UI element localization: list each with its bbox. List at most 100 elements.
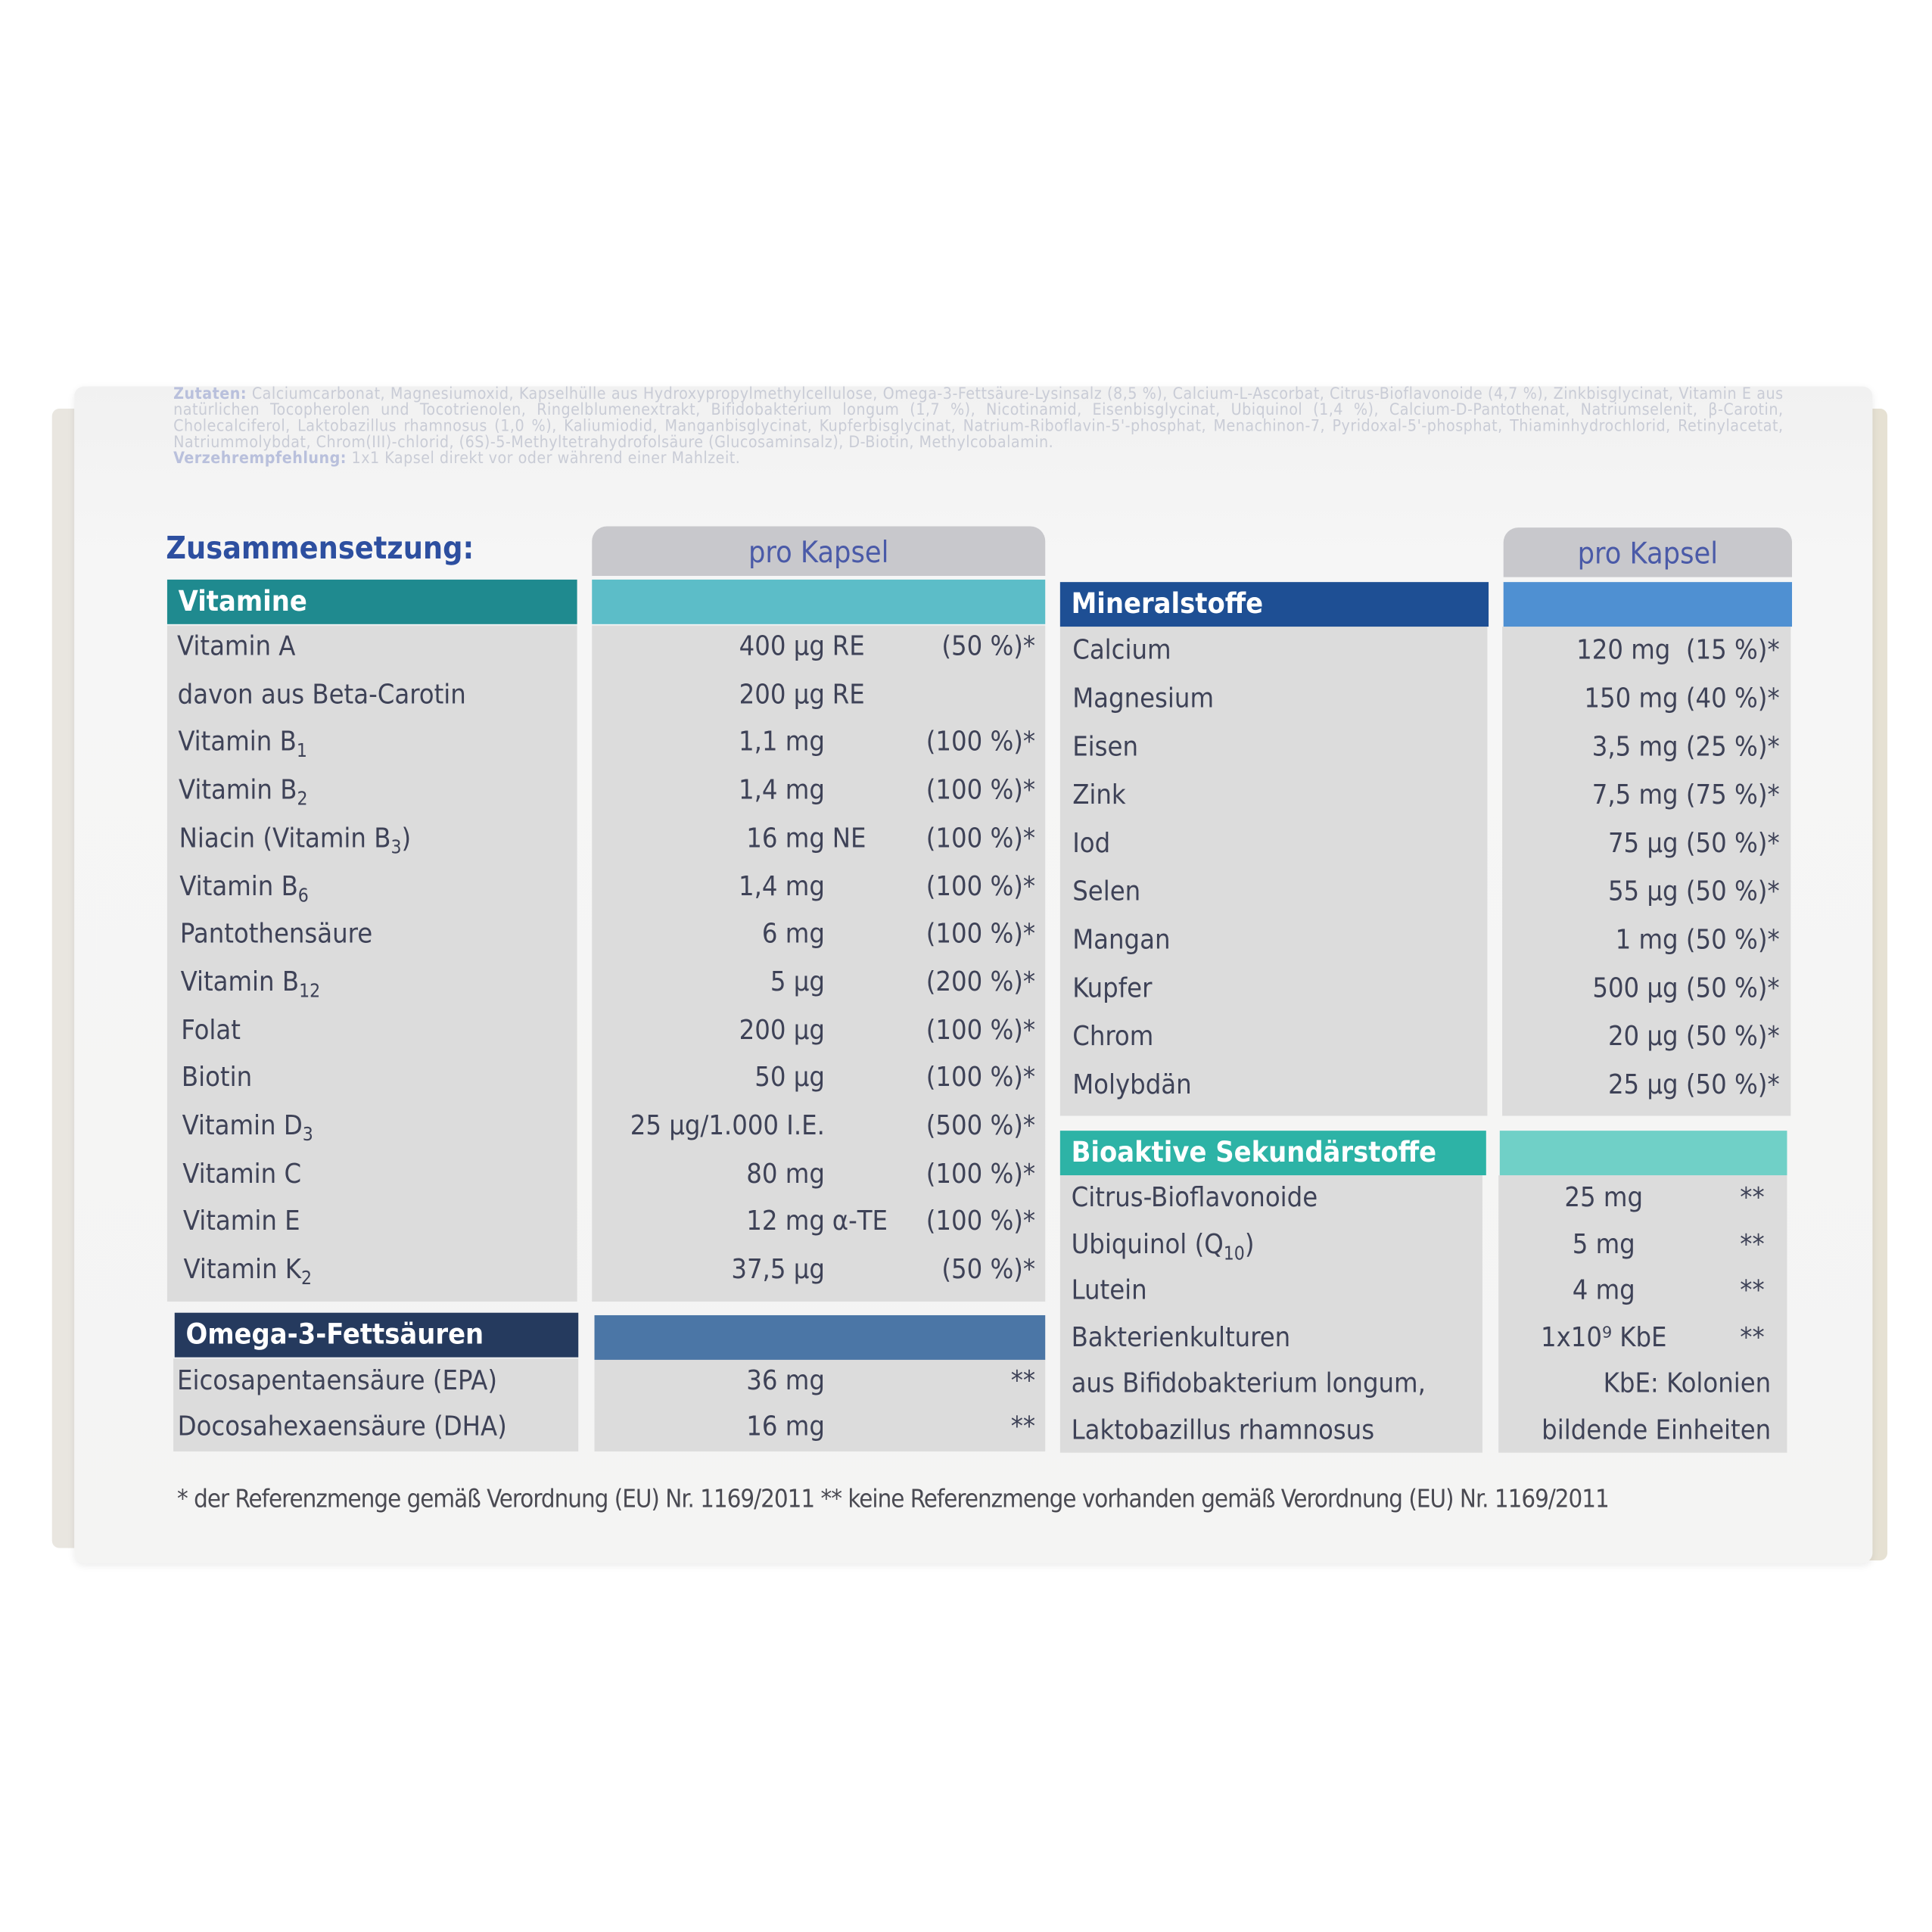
subscript: 1: [296, 739, 307, 763]
vitamine-amount: 80 mg: [746, 1159, 825, 1190]
nutrient-name: Citrus-Bioflavonoide: [1071, 1182, 1318, 1214]
vitamine-reference-percent: (100 %)*: [926, 823, 1036, 854]
vitamine-amount-unit: RE: [832, 679, 865, 711]
vitamine-row-label: Vitamin B2: [179, 773, 308, 810]
subscript: 10: [1223, 1241, 1245, 1265]
bio-reference-mark: **: [1740, 1229, 1765, 1261]
vitamine-row-label: Vitamin D3: [182, 1109, 313, 1146]
mineral-row-label: Chrom: [1072, 1019, 1153, 1056]
vitamine-reference-percent: (100 %)*: [926, 775, 1036, 807]
vitamine-row-label: Biotin: [182, 1060, 252, 1097]
nutrient-name: Niacin (Vitamin B: [179, 823, 391, 854]
subscript: 2: [297, 787, 308, 810]
mineral-value: 55 µg (50 %)*: [1607, 876, 1780, 908]
vitamine-amount-unit: NE: [832, 823, 866, 854]
mineral-value: 150 mg (40 %)*: [1584, 683, 1780, 715]
bio-row-label: Laktobazillus rhamnosus: [1072, 1412, 1375, 1449]
bio-row-label: Bakterienkulturen: [1072, 1320, 1291, 1357]
nutrient-name: Folat: [181, 1015, 241, 1047]
vitamine-row-label: Niacin (Vitamin B3): [179, 821, 412, 858]
vitamine-row-label: Vitamin B12: [181, 965, 321, 1002]
vitamine-amount-unit: α-TE: [832, 1206, 888, 1238]
nutrient-name: Vitamin A: [177, 631, 296, 663]
nutrient-name: Mangan: [1072, 925, 1171, 957]
mineral-header: Mineralstoffe: [1059, 582, 1489, 627]
dosage-heading: Verzehrempfehlung:: [173, 450, 347, 468]
subscript: 3: [390, 835, 402, 858]
nutrient-name: Docosahexaensäure (DHA): [177, 1411, 507, 1443]
vitamine-amount: 5 µg: [770, 966, 825, 998]
nutrient-name: Chrom: [1072, 1022, 1154, 1053]
nutrient-name: Eicosapentaensäure (EPA): [177, 1366, 498, 1397]
vitamine-amount: 50 µg: [754, 1062, 825, 1094]
nutrient-name: Eisen: [1072, 732, 1139, 764]
vitamine-reference-percent: (100 %)*: [926, 727, 1036, 759]
nutrient-name: davon aus Beta-Carotin: [177, 679, 466, 711]
bio-reference-mark: **: [1740, 1321, 1765, 1353]
nutrient-name: Vitamin K: [183, 1254, 302, 1286]
mineral-row-label: Iod: [1072, 826, 1110, 863]
vitamine-amount: 6 mg: [761, 919, 825, 950]
bio-reference-mark: **: [1740, 1275, 1765, 1307]
vitamine-amount: 200 µg: [739, 679, 825, 711]
mineral-row-label: Eisen: [1072, 730, 1138, 767]
bio-label-column: [1059, 1175, 1482, 1453]
vitamine-amount: 1,1 mg: [738, 727, 825, 759]
mineral-value: 20 µg (50 %)*: [1607, 1022, 1780, 1053]
vitamine-reference-percent: (100 %)*: [926, 1062, 1036, 1094]
vitamine-amount: 25 µg/1.000 I.E.: [630, 1110, 825, 1142]
per-capsule-header-right: pro Kapsel: [1503, 527, 1793, 577]
vitamine-row-label: Vitamin B6: [179, 869, 309, 906]
vitamine-row-label: Vitamin K2: [184, 1252, 313, 1290]
nutrient-name: Molybdän: [1072, 1069, 1192, 1101]
nutrient-name: Vitamin B: [179, 871, 298, 903]
mineral-row-label: Kupfer: [1072, 971, 1152, 1008]
vitamine-row-label: Pantothensäure: [180, 916, 372, 954]
vitamine-row-label: Vitamin A: [177, 629, 295, 666]
bio-row-label: Ubiquinol (Q10): [1072, 1227, 1255, 1264]
subscript: 6: [297, 883, 309, 907]
mineral-row-label: Magnesium: [1072, 681, 1214, 718]
suffix: ): [401, 823, 412, 854]
mineral-value: 7,5 mg (75 %)*: [1591, 779, 1780, 811]
mineral-value-bar: [1503, 582, 1793, 627]
vitamine-reference-percent: (100 %)*: [926, 919, 1036, 950]
omega-value-bar: [594, 1314, 1046, 1360]
vitamine-row-label: Vitamin E: [183, 1204, 300, 1241]
vitamine-amount: 12 mg: [746, 1206, 825, 1238]
bio-row-label: aus Bifidobakterium longum,: [1072, 1366, 1426, 1403]
mineral-row-label: Selen: [1072, 874, 1140, 911]
vitamine-amount: 37,5 µg: [731, 1254, 825, 1286]
subscript: 3: [302, 1123, 313, 1146]
vitamine-row-label: Vitamin B1: [178, 725, 307, 762]
bio-row-label: Lutein: [1072, 1273, 1147, 1310]
bio-amount: KbE: Kolonien: [1603, 1368, 1772, 1400]
bio-amount: bildende Einheiten: [1542, 1414, 1772, 1446]
nutrient-name: Iod: [1072, 828, 1111, 860]
bio-value-bar: [1499, 1131, 1787, 1176]
bio-header: Bioaktive Sekundärstoffe: [1059, 1131, 1486, 1176]
mineral-value-column: [1502, 627, 1791, 1116]
vitamine-reference-percent: (200 %)*: [926, 966, 1036, 998]
vitamin-label-column: [166, 625, 577, 1302]
vitamine-amount: 1,4 mg: [738, 871, 825, 903]
vitamine-row-label: davon aus Beta-Carotin: [178, 677, 466, 714]
nutrient-name: Laktobazillus rhamnosus: [1071, 1414, 1375, 1446]
nutrient-name: Pantothensäure: [179, 919, 373, 950]
dosage-text: 1x1 Kapsel direkt vor oder während einer…: [351, 450, 741, 468]
omega-row-label: Docosahexaensäure (DHA): [178, 1409, 507, 1446]
nutrient-name: Lutein: [1071, 1275, 1147, 1307]
nutrient-name: Ubiquinol (Q: [1071, 1229, 1224, 1261]
nutrient-name: Vitamin D: [182, 1110, 303, 1142]
composition-title: Zusammensetzung:: [166, 530, 474, 566]
vitamine-amount: 16 mg: [746, 823, 825, 854]
omega-label-column: [173, 1358, 579, 1451]
suffix: ): [1244, 1229, 1255, 1261]
omega-header: Omega-3-Fettsäuren: [174, 1312, 579, 1358]
ingredients-text: Zutaten: Calciumcarbonat, Magnesiumoxid,…: [173, 387, 1783, 467]
mineral-row-label: Calcium: [1072, 633, 1171, 670]
bio-amount: 25 mg: [1564, 1182, 1644, 1214]
nutrient-name: Biotin: [181, 1062, 253, 1094]
mineral-value: 120 mg (15 %)*: [1576, 635, 1780, 667]
